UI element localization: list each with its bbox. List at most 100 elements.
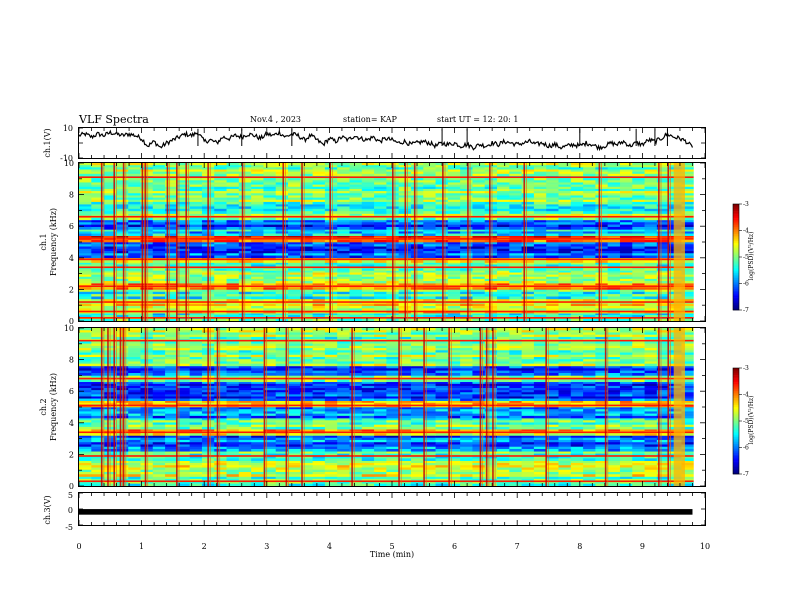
spectrogram-cell: [214, 283, 227, 286]
spectrogram-cell: [177, 195, 191, 198]
spectrogram-cell: [497, 472, 510, 475]
spectrogram-cell: [644, 184, 658, 188]
spectrogram-cell: [521, 222, 535, 225]
spectrogram-cell: [558, 193, 572, 196]
spectrogram-cell: [251, 163, 264, 166]
spectrogram-cell: [472, 224, 486, 228]
spectrogram-cell: [472, 451, 486, 454]
spectrogram-cell: [275, 280, 289, 284]
spectrogram-cell: [644, 253, 658, 256]
spectrogram-cell: [435, 272, 449, 275]
spectrogram-cell: [115, 313, 129, 316]
spectrogram-cell: [103, 186, 117, 190]
spectrogram-cell: [509, 171, 522, 175]
spectrogram-cell: [681, 478, 695, 482]
spectrogram-cell: [226, 165, 240, 168]
spectrogram-cell: [583, 294, 596, 297]
spectrogram-cell: [103, 268, 117, 271]
spectrogram-cell: [374, 253, 387, 256]
spectrogram-cell: [632, 478, 645, 482]
spectrogram-cell: [435, 262, 449, 265]
spectrogram-cell: [583, 171, 596, 175]
spectrogram-cell: [152, 191, 166, 194]
spectrogram-cell: [558, 213, 572, 216]
spectrogram-cell: [115, 163, 129, 166]
spectrogram-cell: [460, 465, 473, 468]
spectrogram-cell: [374, 444, 387, 448]
spectrogram-cell: [152, 186, 166, 190]
spectrogram-cell: [128, 437, 141, 441]
spectrogram-cell: [497, 239, 510, 243]
spectrogram-cell: [177, 469, 191, 473]
spectrogram-cell: [374, 208, 387, 212]
spectrogram-cell: [447, 217, 461, 221]
spectrogram-cell: [337, 296, 350, 300]
spectrogram-cell: [349, 451, 363, 454]
colorbar-segment: [733, 234, 739, 237]
spectrogram-cell: [583, 444, 596, 448]
spectrogram-cell: [140, 204, 154, 207]
spectrogram-cell: [607, 437, 621, 441]
spectrogram-cell: [533, 233, 547, 236]
spectrogram-cell: [140, 465, 154, 468]
spectrogram-cell: [460, 208, 473, 212]
spectrogram-cell: [165, 184, 178, 188]
spectrogram-cell: [275, 319, 289, 322]
spectrogram-cell: [521, 201, 535, 205]
spectrogram-cell: [152, 268, 166, 271]
spectrogram-cell: [484, 469, 498, 473]
spectrogram-cell: [91, 437, 104, 441]
spectrogram-cell: [472, 298, 486, 302]
spectrogram-cell: [275, 204, 289, 207]
spectrogram-cell: [644, 313, 658, 316]
spectrogram-cell: [533, 308, 547, 312]
spectrogram-cell: [91, 244, 104, 247]
spectrogram-cell: [275, 235, 289, 239]
spectrogram-cell: [165, 458, 178, 462]
spectrogram-cell: [91, 239, 104, 243]
spectrogram-cell: [656, 481, 670, 484]
spectrogram-cell: [583, 204, 596, 207]
spectrogram-cell: [644, 276, 658, 280]
spectrogram-cell: [521, 483, 535, 487]
spectrogram-cell: [558, 274, 572, 278]
spectrogram-cell: [300, 178, 313, 181]
spectrogram-cell: [79, 435, 92, 438]
spectrogram-cell: [91, 278, 104, 282]
spectrogram-cell: [460, 167, 473, 170]
spectrogram-cell: [91, 195, 104, 198]
spectrogram-cell: [177, 305, 191, 309]
spectrogram-cell: [238, 294, 252, 297]
spectrogram-cell: [79, 315, 92, 318]
spectrogram-cell: [103, 201, 117, 205]
spectrogram-cell: [546, 233, 559, 236]
spectrogram-cell: [349, 283, 363, 286]
spectrogram-cell: [91, 476, 104, 480]
spectrogram-cell: [619, 435, 633, 438]
spectrogram-cell: [140, 442, 154, 445]
spectrogram-cell: [583, 163, 596, 166]
spectrogram-cell: [214, 462, 227, 466]
spectrogram-cell: [79, 229, 92, 232]
spectrogram-cell: [484, 444, 498, 448]
spectrogram-cell: [189, 467, 203, 471]
spectrogram-cell: [484, 305, 498, 309]
spectrogram-cell: [644, 465, 658, 468]
spectrogram-cell: [337, 483, 350, 487]
spectrogram-cell: [128, 476, 141, 480]
spectrogram-cell: [632, 219, 645, 223]
spectrogram-cell: [91, 224, 104, 228]
spectrogram-cell: [91, 303, 104, 307]
spectrogram-cell: [570, 163, 584, 166]
spectrogram-cell: [324, 208, 338, 212]
spectrogram-cell: [533, 291, 547, 295]
spectrogram-cell: [263, 199, 277, 203]
spectrogram-cell: [189, 303, 203, 307]
spectrogram-cell: [140, 276, 154, 280]
spectrogram-cell: [484, 472, 498, 475]
spectrogram-cell: [238, 451, 252, 454]
spectrogram-cell: [324, 219, 338, 223]
spectrogram-cell: [349, 255, 363, 259]
spectrogram-cell: [619, 242, 633, 245]
spectrogram-cell: [263, 283, 277, 286]
